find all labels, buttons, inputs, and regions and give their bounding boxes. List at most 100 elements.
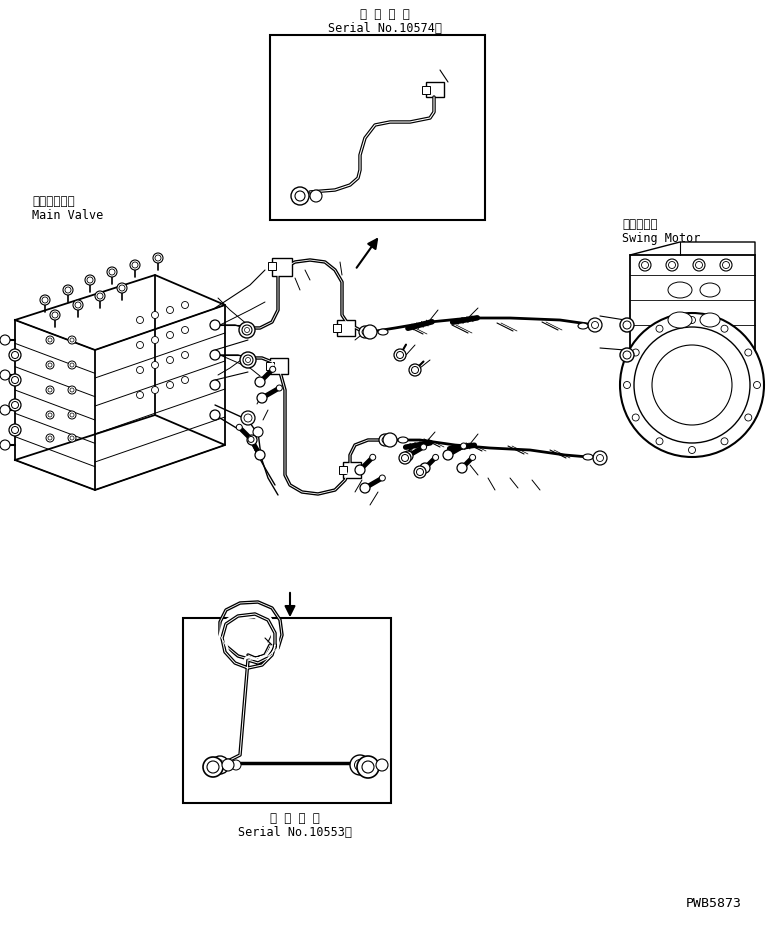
Circle shape bbox=[362, 329, 368, 335]
Text: 適 用 号 機: 適 用 号 機 bbox=[360, 8, 410, 21]
Circle shape bbox=[245, 353, 255, 363]
Circle shape bbox=[222, 759, 234, 771]
Circle shape bbox=[48, 388, 52, 392]
Circle shape bbox=[745, 349, 752, 356]
Circle shape bbox=[310, 190, 322, 202]
Text: 適 用 号 機: 適 用 号 機 bbox=[270, 812, 320, 825]
Circle shape bbox=[136, 391, 143, 399]
Circle shape bbox=[379, 475, 386, 481]
Circle shape bbox=[597, 454, 604, 462]
Circle shape bbox=[12, 376, 19, 384]
Circle shape bbox=[382, 437, 388, 443]
Circle shape bbox=[52, 312, 58, 318]
Circle shape bbox=[641, 262, 648, 268]
Text: Serial No.10553～: Serial No.10553～ bbox=[238, 826, 352, 839]
Circle shape bbox=[46, 411, 54, 419]
Circle shape bbox=[210, 320, 220, 330]
Ellipse shape bbox=[668, 312, 692, 328]
Circle shape bbox=[370, 760, 380, 770]
Circle shape bbox=[167, 381, 173, 388]
Circle shape bbox=[355, 759, 365, 771]
Circle shape bbox=[9, 399, 21, 411]
Circle shape bbox=[689, 447, 695, 453]
Circle shape bbox=[276, 385, 282, 391]
Circle shape bbox=[689, 316, 695, 324]
Circle shape bbox=[50, 310, 60, 320]
Bar bbox=[630, 255, 755, 355]
Circle shape bbox=[181, 302, 188, 309]
Circle shape bbox=[151, 362, 159, 368]
Circle shape bbox=[363, 325, 377, 339]
Circle shape bbox=[70, 388, 74, 392]
Circle shape bbox=[136, 316, 143, 324]
Text: 旋回モータ: 旋回モータ bbox=[622, 218, 658, 231]
Circle shape bbox=[362, 761, 374, 773]
Circle shape bbox=[151, 312, 159, 318]
Circle shape bbox=[136, 341, 143, 349]
Circle shape bbox=[433, 454, 439, 461]
Circle shape bbox=[591, 322, 598, 328]
Circle shape bbox=[0, 370, 10, 380]
Circle shape bbox=[360, 483, 370, 493]
Circle shape bbox=[721, 438, 728, 445]
Circle shape bbox=[623, 351, 631, 359]
Circle shape bbox=[241, 411, 255, 425]
Circle shape bbox=[379, 434, 391, 446]
Ellipse shape bbox=[700, 313, 720, 327]
Circle shape bbox=[0, 335, 10, 345]
Circle shape bbox=[370, 454, 375, 461]
Circle shape bbox=[167, 331, 173, 339]
Circle shape bbox=[639, 259, 651, 271]
Circle shape bbox=[9, 424, 21, 436]
Circle shape bbox=[167, 356, 173, 364]
Circle shape bbox=[656, 438, 663, 445]
Circle shape bbox=[0, 405, 10, 415]
Circle shape bbox=[207, 761, 219, 773]
Circle shape bbox=[87, 277, 93, 283]
Circle shape bbox=[620, 318, 634, 332]
Circle shape bbox=[593, 451, 607, 465]
Circle shape bbox=[46, 361, 54, 369]
Circle shape bbox=[357, 756, 379, 778]
Bar bbox=[426, 82, 444, 97]
Circle shape bbox=[48, 338, 52, 342]
Bar bbox=[268, 262, 276, 270]
Circle shape bbox=[270, 366, 276, 372]
Circle shape bbox=[753, 381, 760, 388]
Circle shape bbox=[255, 377, 265, 387]
Circle shape bbox=[0, 440, 10, 450]
Circle shape bbox=[443, 450, 453, 460]
Circle shape bbox=[12, 352, 19, 359]
Circle shape bbox=[151, 337, 159, 343]
Circle shape bbox=[236, 425, 242, 430]
Circle shape bbox=[240, 352, 256, 368]
Circle shape bbox=[181, 327, 188, 334]
Circle shape bbox=[257, 393, 267, 403]
Circle shape bbox=[117, 283, 127, 293]
Circle shape bbox=[70, 413, 74, 417]
Circle shape bbox=[9, 374, 21, 386]
Circle shape bbox=[68, 434, 76, 442]
Circle shape bbox=[63, 285, 73, 295]
Circle shape bbox=[376, 759, 388, 771]
Circle shape bbox=[350, 755, 370, 775]
Bar bbox=[333, 324, 341, 332]
Circle shape bbox=[409, 364, 421, 376]
Circle shape bbox=[70, 363, 74, 367]
Circle shape bbox=[243, 355, 253, 365]
Circle shape bbox=[394, 349, 406, 361]
Circle shape bbox=[403, 451, 413, 461]
Circle shape bbox=[239, 322, 255, 338]
Circle shape bbox=[460, 443, 466, 449]
Bar bbox=[183, 618, 391, 803]
Bar bbox=[337, 320, 355, 336]
Circle shape bbox=[721, 326, 728, 332]
Text: PWB5873: PWB5873 bbox=[686, 897, 742, 910]
Circle shape bbox=[693, 259, 705, 271]
Circle shape bbox=[668, 262, 675, 268]
Circle shape bbox=[136, 366, 143, 374]
Circle shape bbox=[73, 300, 83, 310]
Circle shape bbox=[130, 260, 140, 270]
Circle shape bbox=[253, 427, 263, 437]
Text: メインバルブ: メインバルブ bbox=[32, 195, 75, 208]
